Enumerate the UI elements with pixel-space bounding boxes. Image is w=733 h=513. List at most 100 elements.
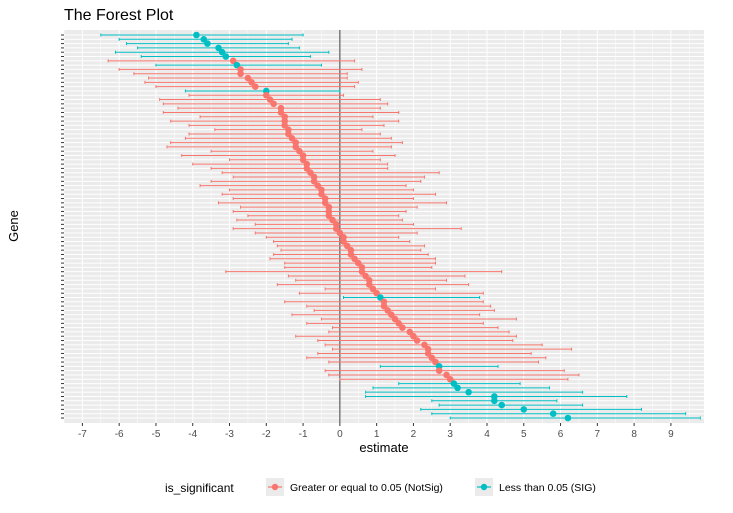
error-bar <box>276 283 470 287</box>
point-estimate <box>435 367 443 374</box>
point-estimate <box>200 36 208 43</box>
point-estimate <box>329 216 336 224</box>
error-bar <box>313 308 495 312</box>
error-bar <box>232 227 462 231</box>
point-estimate <box>314 182 322 189</box>
error-bar <box>236 218 403 222</box>
x-tick-label: 7 <box>595 429 601 440</box>
x-tick-label: -6 <box>115 429 124 440</box>
x-axis-ticks: -7 -6 -5 -4 -3 -2 -1 0 1 2 3 4 5 6 7 8 9 <box>78 423 674 440</box>
point-estimate <box>248 79 255 86</box>
x-tick-label: 1 <box>374 429 380 440</box>
point-estimate <box>204 40 211 47</box>
error-bar <box>298 291 484 295</box>
point-estimate <box>465 388 472 396</box>
error-bar <box>343 296 481 300</box>
error-bar <box>170 141 403 145</box>
error-bar <box>328 373 580 377</box>
point-estimates <box>193 31 572 422</box>
error-bar <box>365 390 584 394</box>
point-estimate <box>270 100 277 108</box>
y-axis-title: Gene <box>6 210 21 242</box>
point-estimate <box>564 414 572 422</box>
point-estimate <box>340 238 347 245</box>
error-bar <box>291 313 481 317</box>
error-bar <box>217 201 448 205</box>
x-tick-label: 5 <box>521 429 527 440</box>
point-estimate <box>303 165 311 172</box>
error-bar <box>306 321 484 325</box>
point-estimate <box>446 375 454 383</box>
point-estimate <box>421 341 428 349</box>
point-estimate <box>310 178 318 185</box>
point-estimate <box>244 74 252 82</box>
point-estimate <box>443 371 450 379</box>
x-tick-label: 0 <box>337 429 343 440</box>
error-bar <box>254 231 418 235</box>
point-estimate <box>373 289 380 297</box>
error-bar <box>295 334 517 338</box>
point-estimate <box>369 285 377 293</box>
point-estimate <box>395 320 403 327</box>
error-bar <box>438 403 584 407</box>
point-estimate <box>325 212 333 220</box>
error-bar <box>100 33 304 37</box>
point-estimate <box>380 302 388 310</box>
error-bar <box>284 265 433 269</box>
error-bar <box>332 326 499 330</box>
error-bar <box>420 407 642 411</box>
point-estimate <box>377 294 384 301</box>
error-bar <box>320 317 517 321</box>
legend-key-dot-notsig <box>271 483 279 491</box>
point-estimate <box>549 410 557 417</box>
error-bar <box>210 149 374 153</box>
point-estimate <box>296 147 303 155</box>
point-estimate <box>251 83 259 90</box>
legend-key-dot-sig <box>480 483 488 491</box>
point-estimate <box>299 156 307 164</box>
point-estimate <box>262 91 270 99</box>
point-estimate <box>347 251 355 258</box>
point-estimate <box>266 96 274 103</box>
point-estimate <box>491 397 498 405</box>
point-estimate <box>424 350 432 357</box>
error-bar <box>181 153 396 157</box>
point-estimate <box>343 242 351 250</box>
point-estimate <box>413 337 421 344</box>
x-tick-label: -4 <box>188 429 197 440</box>
point-estimate <box>281 122 288 129</box>
point-estimate <box>351 255 358 263</box>
point-estimate <box>450 380 458 387</box>
error-bar <box>317 351 532 355</box>
error-bar <box>232 209 407 213</box>
error-bar <box>449 416 701 420</box>
y-axis-ticks <box>61 34 64 419</box>
plot-panel <box>64 30 704 423</box>
x-axis-title: estimate <box>359 440 408 455</box>
error-bar <box>192 162 389 166</box>
error-bar <box>324 287 436 291</box>
point-estimate <box>218 48 226 56</box>
legend-label-notsig: Greater or equal to 0.05 (NotSig) <box>290 482 443 494</box>
point-estimate <box>237 70 244 78</box>
point-estimate <box>362 272 369 280</box>
point-estimate <box>391 315 399 323</box>
error-bar <box>232 175 425 179</box>
x-tick-label: 8 <box>631 429 637 440</box>
error-bar <box>188 132 381 136</box>
point-estimate <box>410 332 417 340</box>
point-estimate <box>384 307 391 314</box>
x-tick-label: -3 <box>225 429 234 440</box>
point-estimate <box>233 61 241 69</box>
point-estimate <box>318 190 325 198</box>
error-bar <box>221 171 440 175</box>
point-estimate <box>428 354 436 362</box>
x-tick-label: -2 <box>262 429 271 440</box>
error-bar <box>328 330 510 334</box>
error-bar <box>324 369 565 373</box>
point-estimate <box>193 31 200 39</box>
error-bar <box>210 166 389 170</box>
point-estimate <box>307 169 314 177</box>
legend-label-sig: Less than 0.05 (SIG) <box>499 482 596 494</box>
error-bar <box>276 244 425 248</box>
